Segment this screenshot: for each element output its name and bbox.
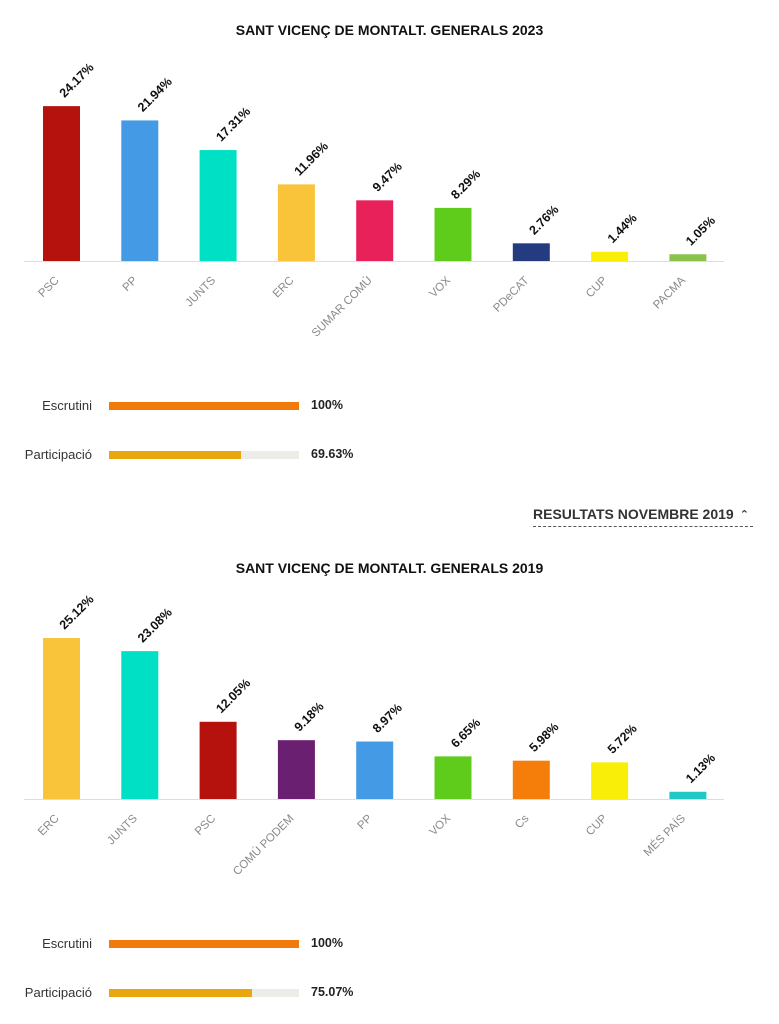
data-label: 9.18% (292, 699, 327, 734)
chart-block-2023: SANT VICENÇ DE MONTALT. GENERALS 2023 24… (0, 0, 779, 480)
progress-bar-fill (109, 451, 242, 459)
bar-vox (434, 756, 472, 799)
x-tick-label: JUNTS (184, 274, 219, 309)
x-tick-label: ERC (36, 813, 62, 839)
x-tick-label: VOX (427, 274, 453, 300)
stat-row-escrutini: Escrutini 100% (0, 934, 400, 954)
bar-m-s-pa-s (669, 791, 707, 799)
x-tick-label: PDeCAT (491, 275, 531, 315)
x-tick-label: SUMAR COMÚ (309, 274, 375, 340)
progress-bar-fill (109, 940, 299, 948)
progress-bar-track (109, 940, 299, 948)
results-november-2019-toggle[interactable]: RESULTATS NOVEMBRE 2019 ⌃ (533, 506, 753, 527)
stat-label: Participació (24, 447, 92, 462)
progress-bar-track (109, 451, 299, 459)
data-label: 2.76% (527, 202, 562, 237)
data-label: 25.12% (57, 592, 97, 632)
stat-row-participacio: Participació 69.63% (0, 445, 400, 465)
stat-label: Escrutini (42, 398, 92, 413)
bar-junts (199, 150, 237, 261)
stat-value: 100% (311, 398, 343, 412)
progress-bar-fill (109, 402, 299, 410)
x-tick-label: VOX (427, 812, 453, 838)
bar-psc (43, 106, 80, 261)
data-label: 8.29% (448, 167, 483, 202)
bar-vox (434, 207, 472, 261)
x-tick-label: JUNTS (105, 812, 140, 847)
bar-pdecat (512, 243, 550, 261)
x-tick-label: CUP (584, 812, 610, 838)
bar-cup (591, 762, 629, 799)
toggle-label: RESULTATS NOVEMBRE 2019 (533, 506, 734, 522)
x-tick-label: PP (355, 812, 375, 832)
x-tick-label: Cs (513, 812, 532, 831)
bar-chart-2023: 24.17% PSC 21.94% PP 17.31% JUNTS 11.96% ERC 9.4… (24, 60, 724, 340)
stat-value: 69.63% (311, 447, 354, 461)
x-tick-label: ERC (271, 275, 297, 301)
bar-cup (591, 251, 629, 261)
stat-label: Participació (24, 985, 92, 1000)
bar-com-podem (277, 740, 315, 799)
bar-cs (512, 760, 550, 799)
progress-bar-track (109, 989, 299, 997)
x-tick-label: MÉS PAÍS (641, 812, 688, 859)
bar-chart-2019: 25.12% ERC 23.08% JUNTS 12.05% PSC 9.18% COMÚ P… (24, 592, 724, 878)
data-label: 8.97% (370, 701, 405, 736)
data-label: 5.98% (527, 720, 562, 755)
chevron-up-icon: ⌃ (739, 509, 749, 521)
x-tick-label: PACMA (651, 274, 688, 311)
data-label: 21.94% (135, 75, 175, 115)
bar-erc (43, 638, 80, 799)
x-tick-label: PSC (36, 275, 61, 300)
data-label: 17.31% (213, 104, 253, 144)
bar-pacma (669, 254, 707, 261)
chart-block-2019: SANT VICENÇ DE MONTALT. GENERALS 2019 25… (0, 538, 779, 1018)
data-label: 11.96% (292, 139, 331, 178)
data-label: 1.05% (683, 213, 718, 248)
bar-sumar-com- (356, 200, 394, 261)
x-tick-label: COMÚ PODEM (230, 812, 296, 878)
chart-title: SANT VICENÇ DE MONTALT. GENERALS 2019 (235, 560, 544, 576)
bar-pp (121, 120, 159, 261)
data-label: 24.17% (57, 60, 97, 100)
bar-psc (199, 721, 237, 799)
bar-pp (356, 741, 394, 799)
data-label: 9.47% (370, 159, 405, 194)
chart-title: SANT VICENÇ DE MONTALT. GENERALS 2023 (235, 22, 544, 38)
data-label: 12.05% (213, 676, 253, 716)
stat-row-escrutini: Escrutini 100% (0, 396, 400, 416)
x-tick-label: PP (121, 274, 141, 294)
data-label: 1.13% (683, 751, 718, 786)
progress-bar-fill (109, 989, 252, 997)
bar-junts (121, 651, 159, 799)
bar-erc (277, 184, 315, 261)
stat-value: 75.07% (311, 985, 354, 999)
progress-bar-track (109, 402, 299, 410)
stat-row-participacio: Participació 75.07% (0, 983, 400, 1003)
stat-value: 100% (311, 936, 343, 950)
x-tick-label: PSC (193, 813, 218, 838)
data-label: 6.65% (448, 716, 483, 751)
stat-label: Escrutini (42, 936, 92, 951)
data-label: 1.44% (605, 211, 640, 246)
data-label: 23.08% (135, 605, 175, 645)
x-tick-label: CUP (584, 274, 610, 300)
data-label: 5.72% (605, 722, 640, 757)
